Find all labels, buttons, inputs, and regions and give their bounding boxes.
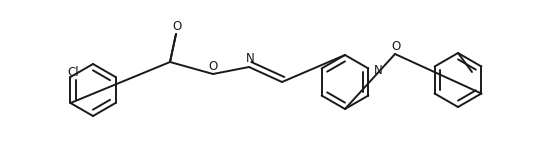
Text: N: N: [373, 64, 382, 77]
Text: O: O: [172, 21, 182, 33]
Text: N: N: [246, 52, 254, 66]
Text: O: O: [391, 40, 401, 52]
Text: O: O: [208, 60, 218, 73]
Text: Cl: Cl: [67, 67, 79, 79]
